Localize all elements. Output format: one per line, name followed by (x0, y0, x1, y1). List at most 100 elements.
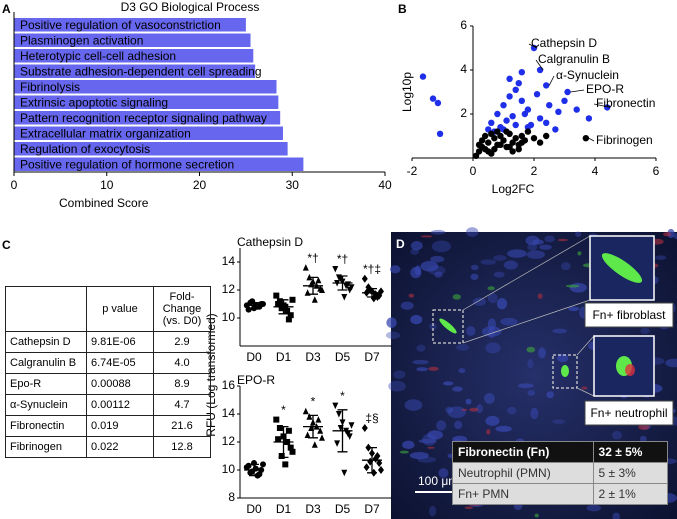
y-tick-label: 2 (460, 106, 467, 120)
table-row: Neutrophil (PMN) 5 ± 3% (452, 462, 669, 484)
stain (486, 429, 491, 435)
point (582, 135, 590, 142)
stain (565, 284, 580, 288)
point (275, 436, 282, 443)
cell (416, 344, 426, 352)
x-axis-label: Log2FC (492, 182, 535, 196)
table-cell: 21.6 (153, 415, 211, 437)
cell (385, 331, 401, 340)
error-bar (332, 275, 353, 291)
cell (557, 353, 569, 363)
cell (430, 255, 445, 263)
bar-label: Plasminogen activation (20, 33, 143, 47)
significance: *† (337, 252, 348, 266)
point (289, 448, 296, 455)
point (273, 292, 280, 299)
point-label: Cathepsin D (531, 36, 597, 50)
point (273, 416, 280, 423)
stain (399, 450, 409, 454)
cell (552, 419, 566, 425)
cell (465, 398, 472, 405)
cell (445, 406, 454, 414)
point (285, 427, 292, 434)
cell (402, 440, 415, 450)
zoom-line (462, 235, 591, 311)
x-axis-label: Combined Score (59, 196, 149, 210)
point (536, 115, 544, 122)
table-cell: 0.00088 (86, 373, 154, 395)
point (518, 139, 525, 146)
cell (560, 262, 571, 271)
table-cell: 0.022 (86, 436, 154, 458)
cell (575, 231, 582, 237)
cell (456, 344, 470, 351)
table-cell: Calgranulin B (5, 352, 87, 374)
table-cell: 5 ± 3% (592, 462, 669, 484)
cell (538, 347, 546, 359)
point (524, 128, 532, 135)
table-row: Cathepsin D 9.81E-06 2.9 (5, 331, 211, 353)
cell (412, 359, 429, 365)
cell (569, 282, 587, 293)
x-tick-label: 6 (653, 164, 660, 178)
point (245, 306, 252, 313)
table-row: Calgranulin B 6.74E-05 4.0 (5, 352, 211, 374)
point (573, 106, 580, 113)
stain (469, 407, 479, 412)
bar-label: Regulation of exocytosis (20, 142, 150, 156)
leader-line (548, 75, 555, 86)
cell (470, 273, 479, 280)
panel-label: A (2, 2, 11, 16)
table-row: Epo-R 0.00088 8.9 (5, 373, 211, 395)
cell (530, 407, 539, 420)
cell (416, 367, 429, 372)
bar (14, 49, 254, 63)
x-tick-label: 4 (592, 164, 599, 178)
x-tick-label: D1 (276, 502, 292, 516)
cell (404, 399, 423, 411)
point (429, 95, 437, 102)
cell (422, 433, 437, 446)
inset-label: Fn+ fibroblast (592, 308, 666, 322)
point (302, 264, 309, 271)
point (245, 462, 252, 469)
point (374, 452, 381, 460)
point (552, 126, 559, 133)
point (302, 407, 309, 415)
chart-title: Cathepsin D (237, 235, 303, 249)
point (494, 110, 501, 118)
point (361, 274, 368, 283)
point (319, 434, 325, 441)
table-cell: 8.9 (153, 373, 211, 395)
cell (438, 468, 449, 478)
y-tick-label: 16 (222, 378, 236, 392)
point (503, 128, 510, 135)
cell (655, 255, 667, 260)
point-label: α-Synuclein (556, 68, 619, 82)
cell (409, 451, 429, 460)
point (604, 104, 611, 111)
y-tick-label: 12 (222, 434, 236, 448)
point (491, 146, 498, 153)
point (512, 135, 519, 142)
cell (414, 265, 421, 276)
x-tick-label: D5 (335, 502, 351, 516)
cell (476, 404, 484, 414)
cell (458, 368, 466, 374)
x-tick-label: 20 (193, 178, 207, 192)
point-label: EPO-R (586, 82, 624, 96)
point (306, 413, 313, 420)
cell (500, 317, 518, 326)
cell (418, 438, 437, 444)
point (488, 130, 495, 137)
point (482, 132, 489, 140)
x-tick-label: D0 (246, 350, 262, 364)
error-bar (303, 276, 323, 295)
table-cell: 2 ± 1% (592, 483, 669, 505)
table-cell: 4.0 (153, 352, 211, 374)
point (434, 99, 442, 107)
point (319, 286, 325, 293)
header-cell: p value (86, 286, 154, 332)
point (518, 97, 525, 105)
point (376, 459, 383, 467)
